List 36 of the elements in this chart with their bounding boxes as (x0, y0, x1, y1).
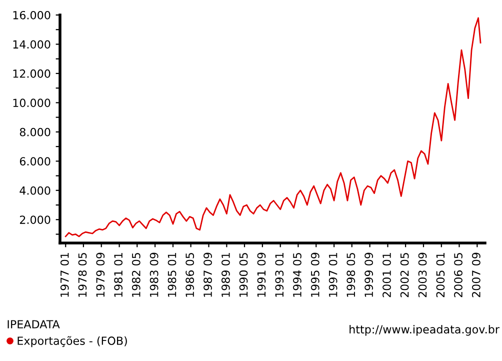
text: http://www.ipeadata.gov.br (350, 324, 500, 336)
x-tick-label: 2002 05 (400, 253, 409, 298)
x-tick-label: 1985 01 (168, 253, 176, 297)
x-tick-label: 2003 09 (418, 252, 427, 298)
y-tick-label: 12.000 (13, 69, 50, 78)
line-series (64, 17, 482, 238)
x-tick-label: 1978 05 (78, 253, 87, 297)
y-tick-label: 16.000 (13, 10, 50, 20)
x-tick-label: 2001 01 (382, 253, 391, 298)
x-tick-label: 1977 01 (60, 253, 69, 297)
x-tick-label: 1994 05 (293, 253, 302, 297)
x-tick-label: 1982 05 (132, 253, 140, 297)
legend-title: IPEADATA (8, 320, 60, 328)
x-tick-label: 1990 05 (239, 253, 248, 297)
x-tick-label: 1991 09 (257, 252, 266, 297)
y-tick-label: 14.000 (13, 40, 50, 49)
y-tick-label: 8.000 (20, 128, 50, 136)
x-tick-label: 1989 01 (222, 253, 230, 297)
x-tick-label: 1986 05 (186, 253, 194, 297)
y-tick-label: 2.000 (20, 216, 50, 224)
x-tick-label: 1981 01 (114, 253, 123, 297)
x-tick-label: 1999 09 (364, 252, 374, 297)
y-tick-label: 4.000 (20, 186, 50, 195)
legend-label: Exportações - (FOB) (18, 336, 127, 348)
x-tick-label: 1979 09 (96, 252, 105, 297)
x-tick-label: 1983 09 (150, 252, 158, 297)
y-tick-label: 10.000 (13, 98, 50, 108)
y-tick-label: 6.000 (20, 157, 50, 166)
x-tick-label: 2006 05 (454, 253, 462, 298)
x-tick-label: 2005 01 (436, 253, 445, 298)
x-tick-label: 1995 09 (310, 252, 320, 297)
x-tick-label: 1987 09 (204, 252, 212, 297)
x-tick-label: 2007 09 (472, 252, 480, 298)
x-tick-label: 1998 05 (346, 253, 356, 297)
x-tick-label: 1997 01 (328, 253, 338, 297)
x-tick-label: 1993 01 (275, 253, 284, 297)
